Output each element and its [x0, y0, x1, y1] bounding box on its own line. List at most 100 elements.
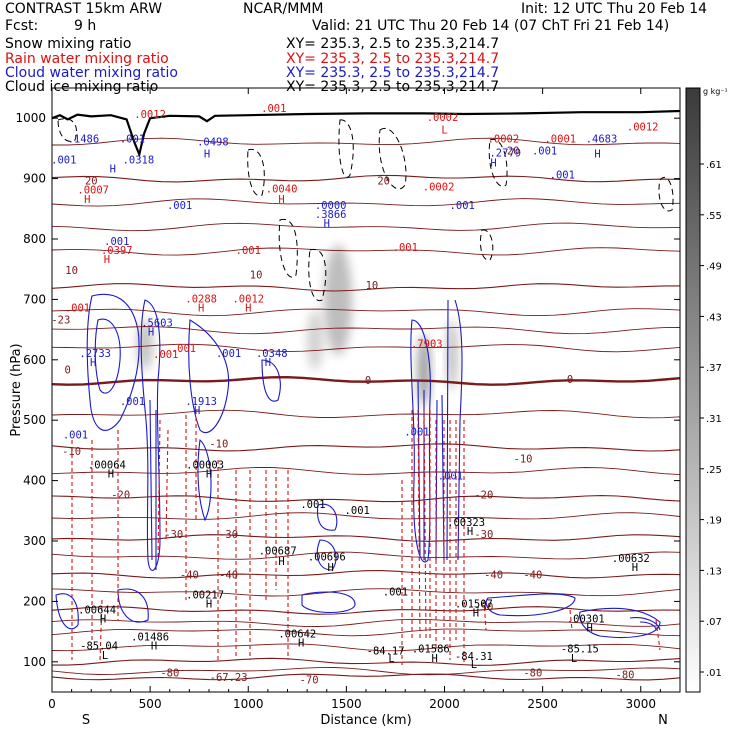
- x-axis-label: Distance (km): [320, 713, 411, 728]
- colorbar-label: .49: [706, 262, 722, 273]
- colorbar-label: .19: [706, 516, 722, 527]
- rain-contour-label: .7903: [411, 339, 443, 351]
- rain-contour-label: .0288: [185, 293, 217, 305]
- cloud-contour: [197, 438, 212, 522]
- cloud-contour-label: .001: [120, 396, 145, 408]
- y-tick-label: 400: [23, 474, 46, 488]
- cloud-contour-label: .001: [51, 155, 76, 167]
- temp-contour-line: [51, 247, 681, 256]
- colorbar: .61 .55 .49 .43 .37 .31 .25 .19 .13 .07 .01 g kg⁻¹: [685, 87, 728, 693]
- snow-contour-label: H: [473, 608, 479, 620]
- rain-contour: [157, 410, 219, 660]
- temp-contour-line: [51, 467, 681, 476]
- temp-contour-label: -10: [514, 454, 533, 466]
- colorbar-label: .07: [706, 617, 722, 628]
- rain-contour-label: .0040: [266, 184, 298, 196]
- cloud-contour-label: .1913: [185, 396, 217, 408]
- temp-contour-line: [51, 618, 681, 627]
- legend-snow-name: Snow mixing ratio: [5, 36, 132, 52]
- north-end-label: N: [658, 713, 668, 728]
- temp-contour-line: [51, 667, 681, 676]
- cloud-contour-label: .4683: [586, 133, 618, 145]
- temp-contour-line: [51, 326, 681, 335]
- cloud-contour-label: H: [204, 149, 210, 161]
- legend-rain-xy: XY= 235.3, 2.5 to 235.3,214.7: [286, 51, 500, 67]
- temp-contour-line: [51, 375, 681, 386]
- snow-contour: [658, 177, 674, 212]
- snow-shade-4: [418, 335, 430, 405]
- y-tick-label: 700: [23, 292, 46, 306]
- cloud-contour-label: H: [324, 218, 330, 230]
- rain-contour-label: .0012: [232, 293, 264, 305]
- snow-contour-label: H: [151, 641, 157, 653]
- colorbar-label: .37: [706, 363, 722, 374]
- snow-contour-label: .001: [345, 505, 370, 517]
- x-tick-label: 500: [139, 697, 162, 711]
- rain-contour-label: .0012: [627, 121, 659, 133]
- y-tick-label: 1000: [15, 111, 46, 125]
- x-tick-label: 0: [48, 697, 56, 711]
- rain-contour-label: H: [198, 303, 204, 315]
- snow-contour-label: -84.31: [455, 651, 493, 663]
- init-time: Init: 12 UTC Thu 20 Feb 14: [521, 1, 708, 17]
- cloud-contour-label: .001: [450, 200, 475, 212]
- snow-contour-label: .00644: [78, 605, 116, 617]
- temp-contour-line: [51, 643, 681, 652]
- temp-contour-label: -50: [474, 602, 493, 614]
- snow-contour-label: H: [206, 469, 212, 481]
- cloud-contour: [149, 399, 157, 570]
- temp-contour-line: [52, 657, 681, 666]
- forecast-hour: 9 h: [74, 18, 97, 34]
- cloud-contour-label: .2779: [489, 147, 521, 159]
- cloud-contour-label: .001: [167, 200, 192, 212]
- temp-contour-label: -20: [474, 490, 493, 502]
- rain-contour-label: .001: [236, 245, 261, 257]
- snow-contour-label: .00632: [612, 553, 650, 565]
- snow-contour: [278, 218, 298, 278]
- snow-contour-label: .00217: [186, 589, 224, 601]
- snow-contour-label: H: [278, 556, 284, 568]
- cloud-contour: [140, 299, 161, 571]
- x-tick-label: 3000: [625, 697, 656, 711]
- snow-contour-label: .01507: [455, 598, 493, 610]
- temperature-contours: [51, 137, 681, 681]
- temp-contour-label: -10: [209, 438, 228, 450]
- cloud-contour-label: .0318: [123, 155, 155, 167]
- cloud-contour-label: H: [110, 164, 116, 176]
- rain-contour-label: .0007: [77, 185, 109, 197]
- cloud-contour-label: .0498: [197, 136, 229, 148]
- x-tick-label: 2500: [527, 697, 558, 711]
- temp-contour-line: [51, 512, 681, 520]
- cloud-contour: [86, 293, 140, 431]
- rain-contour: [235, 470, 289, 660]
- snow-contour-label: -85.15: [561, 644, 599, 656]
- cloud-contour-label: H: [90, 357, 96, 369]
- cloud-contour: [94, 318, 121, 394]
- valid-time: Valid: 21 UTC Thu 20 Feb 14 (07 ChT Fri …: [312, 18, 670, 34]
- temp-contour-label: 20: [507, 145, 520, 157]
- colorbar-unit: g kg⁻¹: [703, 87, 728, 96]
- snow-contour-label: .00687: [259, 545, 297, 557]
- snow-shade-1: [324, 245, 352, 355]
- colorbar-label: .61: [706, 160, 722, 171]
- snow-contour-label: .01486: [131, 632, 169, 644]
- temp-contour-line: [51, 343, 681, 353]
- rain-contour-label: .0002: [488, 133, 520, 145]
- snow-contour: [378, 127, 407, 190]
- cloud-contour-label: H: [594, 149, 600, 161]
- cloud-contour-label: H: [265, 357, 271, 369]
- cloud-contour: [579, 607, 661, 639]
- rain-contour-label: .0397: [101, 245, 133, 257]
- cloud-contour: [55, 593, 79, 630]
- legend-cloud-xy: XY= 235.3, 2.5 to 235.3,214.7: [286, 65, 500, 81]
- temp-contour-label: 10: [250, 269, 263, 281]
- snow-contour-label: .00323: [447, 517, 485, 529]
- snow-contour-label: -84.17: [367, 646, 405, 658]
- cloud-contour-label: H: [490, 158, 496, 170]
- x-tick-label: 1500: [331, 697, 362, 711]
- temp-contour-label: 0: [65, 365, 71, 377]
- snow-contour-label: L: [571, 653, 577, 665]
- legend-ice-xy: XY= 235.3, 2.5 to 235.3,214.7: [286, 79, 500, 95]
- cloud-contour: [316, 539, 337, 571]
